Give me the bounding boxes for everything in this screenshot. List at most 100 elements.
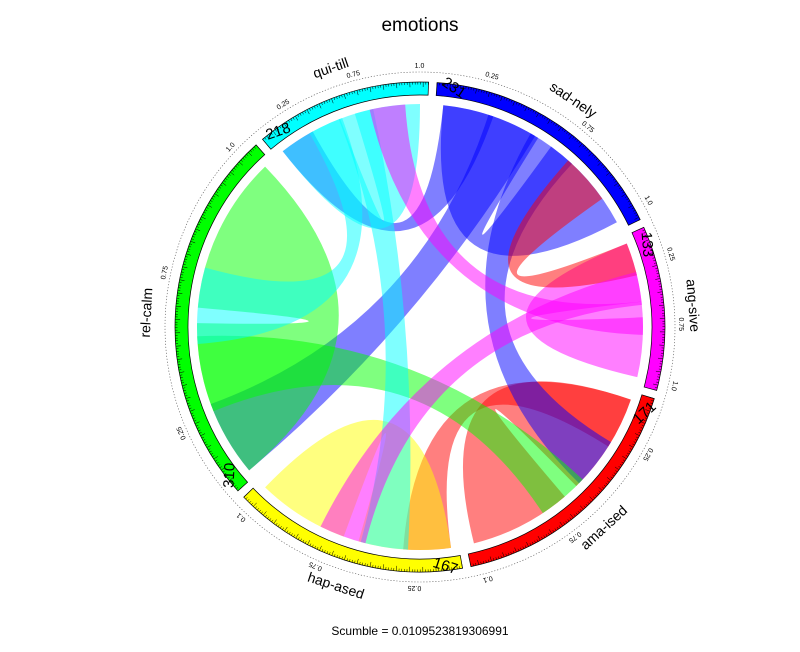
segment-label-rel-calm: rel-calm — [137, 287, 156, 338]
segment-tick — [584, 146, 587, 150]
segment-tick — [204, 441, 207, 444]
segment-tick — [597, 160, 600, 163]
segment-tick — [655, 278, 661, 280]
segment-tick — [186, 400, 189, 402]
segment-label-hap-ased: hap-ased — [306, 569, 366, 602]
segment-tick — [506, 97, 508, 101]
segment-tick — [536, 112, 539, 118]
segment-tick — [653, 262, 657, 264]
segment-tick — [228, 173, 231, 176]
scale-tick-label: 0.25 — [176, 425, 188, 440]
segment-tick — [333, 97, 336, 101]
segment-tick — [230, 481, 234, 484]
segment-tick — [201, 436, 205, 439]
segment-tick — [246, 153, 249, 157]
segment-tick — [182, 387, 186, 389]
chord-qui-till-rel-calm — [197, 118, 363, 344]
segment-tick — [253, 502, 257, 507]
segment-tick — [649, 396, 655, 399]
segment-ama-ised — [467, 394, 655, 568]
segment-tick — [279, 525, 282, 529]
segment-tick — [589, 500, 592, 503]
segment-tick — [207, 204, 213, 208]
segment-tick — [244, 155, 247, 158]
segment-tick — [190, 412, 194, 415]
scale-tick-label: 0.75 — [308, 560, 323, 572]
segment-tick — [619, 463, 623, 466]
segment-tick — [568, 133, 571, 136]
segment-tick — [206, 207, 209, 209]
segment-tick — [657, 275, 660, 277]
segment-tick — [270, 132, 273, 135]
segment-tick — [606, 477, 612, 481]
segment-tick — [194, 231, 197, 233]
segment-tick — [245, 497, 248, 500]
segment-tick — [563, 522, 566, 525]
segment-tick — [628, 205, 633, 209]
segment-tick — [359, 89, 361, 93]
segment-tick — [491, 92, 493, 96]
segment-tick — [208, 202, 212, 205]
segment-tick — [657, 376, 660, 378]
segment-tick — [632, 443, 635, 446]
segment-tick — [185, 396, 191, 399]
segment-tick — [547, 119, 551, 124]
chords-layer — [197, 104, 644, 551]
segment-tick — [250, 150, 253, 153]
segment-tick — [622, 455, 627, 460]
segment-tick — [295, 533, 299, 539]
segment-tick — [191, 415, 195, 417]
segment-tick — [643, 419, 647, 422]
segment-tick — [238, 161, 243, 166]
segment-tick — [193, 233, 196, 235]
segment-tick — [225, 474, 229, 477]
segment-tick — [654, 386, 658, 389]
segment-tick — [324, 550, 326, 553]
segment-tick — [248, 152, 252, 156]
segment-tick — [300, 538, 302, 541]
segment-tick — [338, 95, 341, 99]
segment-tick — [281, 124, 284, 127]
segment-tick — [212, 195, 216, 198]
segment-tick — [336, 554, 338, 558]
segment-tick — [653, 259, 656, 262]
segment-tick — [341, 94, 343, 98]
segment-label-ama-ised: ama-ised — [577, 502, 630, 553]
segment-tick — [472, 563, 474, 567]
segment-tick — [316, 546, 319, 550]
segment-tick — [578, 141, 581, 144]
segment-tick — [293, 534, 296, 537]
segment-tick — [548, 532, 550, 536]
segment-tick — [343, 93, 346, 99]
segment-tick — [607, 480, 610, 483]
segment-tick — [226, 175, 230, 178]
segment-rel-calm — [174, 144, 266, 492]
segment-tick — [382, 84, 385, 90]
segment-tick — [328, 99, 331, 102]
segment-tick — [306, 109, 310, 115]
segment-tick — [223, 180, 226, 183]
segment-tick — [652, 257, 656, 259]
segment-tick — [259, 509, 262, 513]
segment-tick — [559, 521, 564, 527]
segment-tick — [615, 470, 618, 473]
segment-tick — [288, 531, 291, 535]
segment-tick — [235, 487, 239, 490]
segment-tick — [195, 424, 199, 427]
segment-tick — [566, 131, 569, 134]
segment-tick — [233, 167, 236, 170]
segment-tick — [339, 555, 341, 559]
segment-tick — [192, 235, 195, 238]
segment-tick — [211, 197, 214, 200]
segment-tick — [302, 539, 305, 543]
segment-tick — [594, 494, 598, 497]
segment-tick — [488, 559, 490, 563]
segment-tick — [518, 103, 520, 106]
segment-count-hap-ased: 167 — [431, 554, 460, 578]
segment-tick — [592, 154, 595, 157]
segment-tick — [524, 106, 528, 112]
segments-layer — [174, 81, 666, 573]
segment-tick — [593, 496, 596, 499]
segment-tick — [596, 492, 599, 495]
